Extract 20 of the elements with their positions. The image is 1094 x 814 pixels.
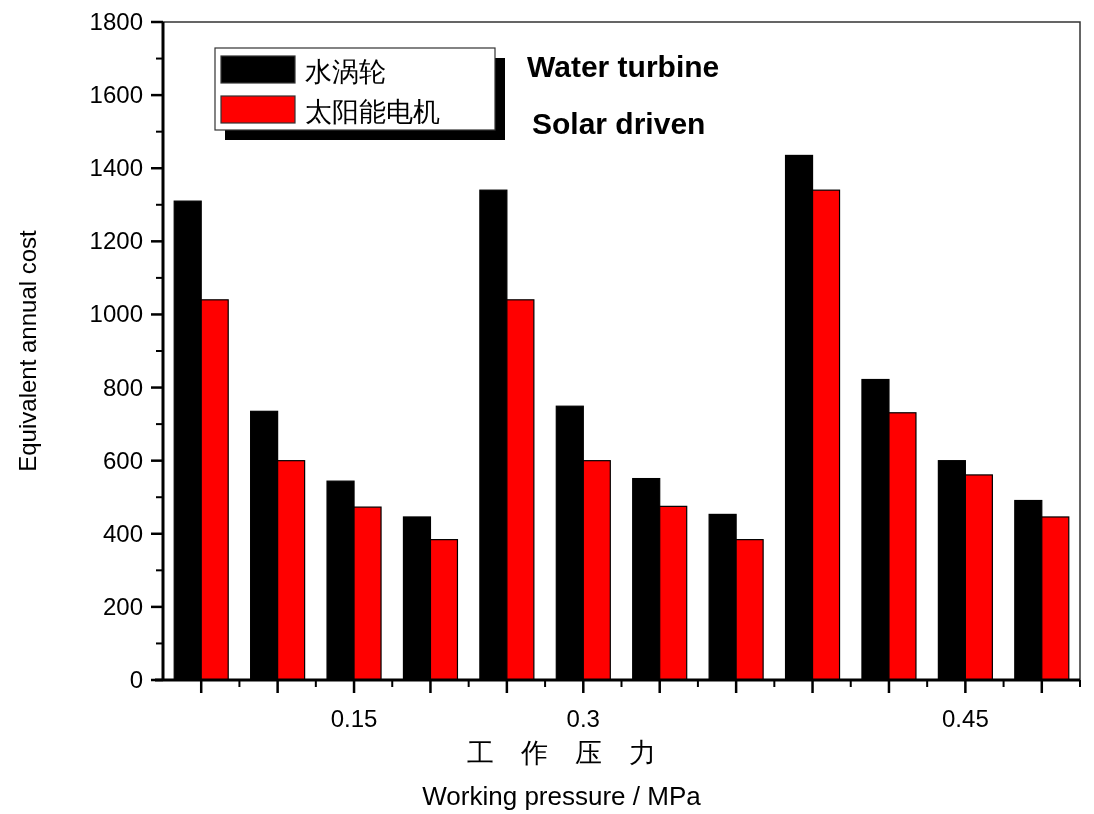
y-tick-label: 1600 bbox=[89, 81, 143, 109]
x-tick-label: 0.15 bbox=[330, 705, 378, 732]
annotation: Water turbine bbox=[527, 50, 720, 83]
y-tick-label: 600 bbox=[102, 446, 143, 474]
legend-label: 水涡轮 bbox=[305, 56, 386, 87]
annotation: Solar driven bbox=[532, 107, 706, 140]
y-tick-label: 1200 bbox=[89, 227, 143, 255]
y-tick-label: 200 bbox=[102, 592, 143, 620]
y-tick-label: 1800 bbox=[89, 8, 143, 35]
y-tick-label: 0 bbox=[129, 666, 143, 693]
text: Working pressure / MPa bbox=[422, 781, 702, 811]
legend-label: 太阳能电机 bbox=[305, 96, 440, 127]
y-tick-label: 1000 bbox=[89, 300, 143, 328]
y-axis-title: Equivalent annual cost bbox=[14, 229, 41, 472]
x-tick-label: 0.3 bbox=[566, 705, 600, 732]
x-axis-title: 工 作 压 力 bbox=[467, 737, 656, 768]
y-tick-label: 800 bbox=[102, 373, 143, 401]
x-tick-label: 0.45 bbox=[942, 705, 989, 732]
y-tick-label: 400 bbox=[102, 519, 143, 547]
y-tick-label: 1400 bbox=[89, 154, 143, 182]
